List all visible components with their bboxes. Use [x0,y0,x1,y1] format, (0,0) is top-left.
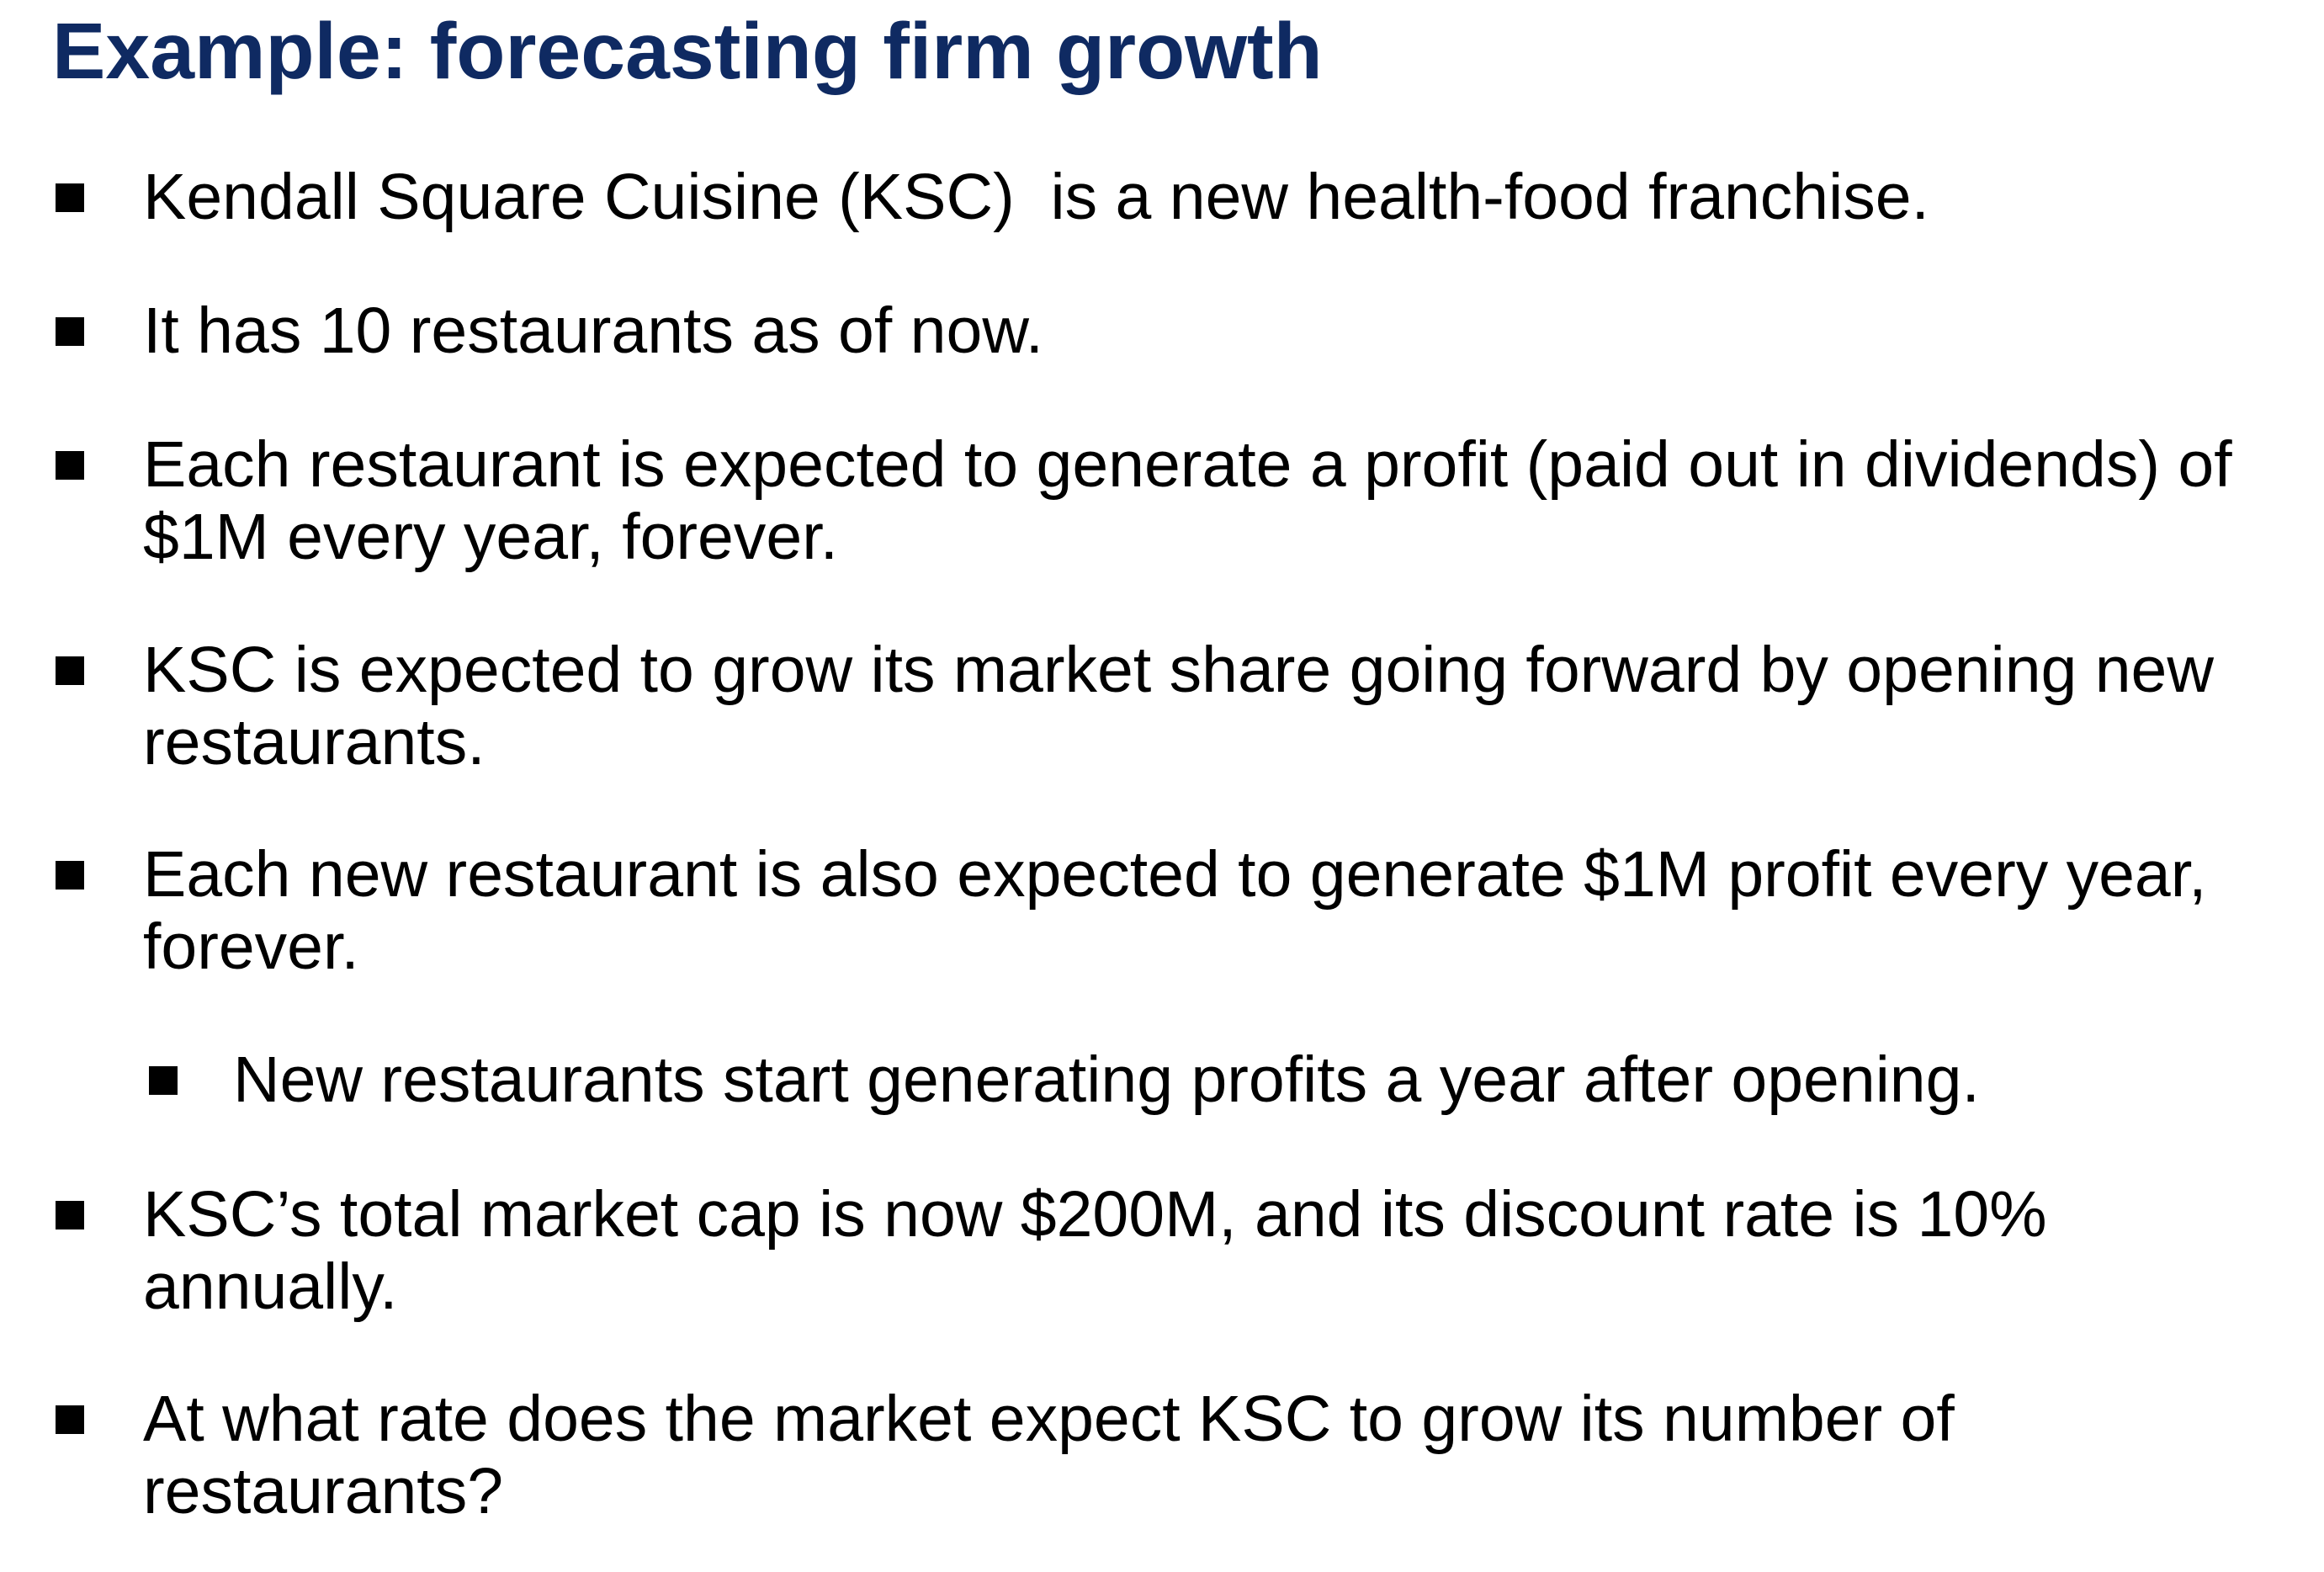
bullet-text-line-2: annually. [143,1251,398,1323]
bullet-text-line-2: $1M every year, forever. [143,501,838,573]
slide-title: Example: forecasting firm growth [52,7,1323,96]
square-bullet-icon [56,183,84,212]
square-bullet-icon [56,451,84,480]
square-bullet-icon [149,1066,178,1095]
square-bullet-icon [56,656,84,685]
bullet-text-line-1: Each restaurant is expected to generate … [143,428,2232,501]
bullet-text-line-1: KSC’s total market cap is now $200M, and… [143,1178,2047,1251]
bullet-text-line-1: At what rate does the market expect KSC … [143,1383,1955,1455]
bullet-text-line-1: Kendall Square Cuisine (KSC) is a new he… [143,161,1929,233]
bullet-text-line-2: restaurants? [143,1455,504,1527]
bullet-text-line-1: Each new restaurant is also expected to … [143,838,2207,911]
square-bullet-icon [56,1405,84,1434]
bullet-text-line-2: restaurants. [143,706,485,778]
square-bullet-icon [56,861,84,890]
square-bullet-icon [56,1201,84,1229]
bullet-text-line-1: New restaurants start generating profits… [233,1044,1980,1116]
bullet-text-line-1: It has 10 restaurants as of now. [143,295,1044,367]
bullet-text-line-1: KSC is expected to grow its market share… [143,634,2214,706]
square-bullet-icon [56,317,84,346]
bullet-text-line-2: forever. [143,911,359,983]
